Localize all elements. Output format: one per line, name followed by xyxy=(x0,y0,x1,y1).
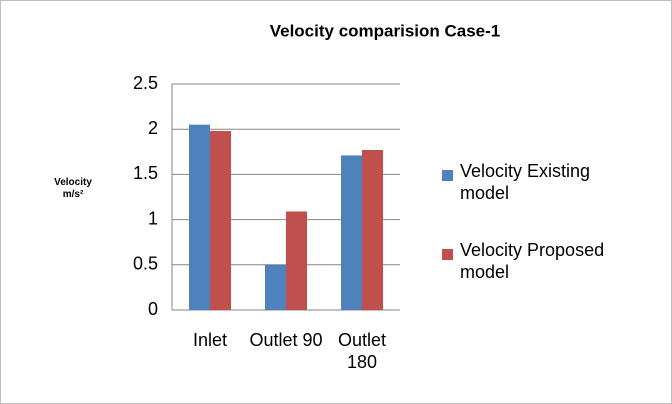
bar xyxy=(362,149,383,310)
y-tick-label: 0 xyxy=(148,299,158,319)
y-tick-label: 1 xyxy=(148,208,158,228)
bar xyxy=(341,155,362,310)
legend-swatch xyxy=(442,170,453,181)
bar xyxy=(210,131,231,310)
bar xyxy=(189,124,210,311)
x-tick-label: Inlet xyxy=(192,330,228,350)
y-tick-label: 2 xyxy=(148,118,158,138)
chart-title: Velocity comparision Case-1 xyxy=(270,21,501,40)
legend-swatch xyxy=(442,249,453,260)
legend-label: Velocity Existing model xyxy=(460,161,591,203)
bar xyxy=(286,211,307,310)
y-tick-label: 1.5 xyxy=(133,163,158,183)
y-axis-label: Velocity m/s² xyxy=(54,177,92,200)
x-tick-label: Outlet 90 xyxy=(249,330,323,350)
y-tick-label: 2.5 xyxy=(133,73,158,93)
y-tick-label: 0.5 xyxy=(133,254,158,274)
bar xyxy=(265,264,286,310)
legend-label: Velocity Proposed model xyxy=(460,240,605,282)
x-tick-label: Outlet 180 xyxy=(337,330,387,372)
